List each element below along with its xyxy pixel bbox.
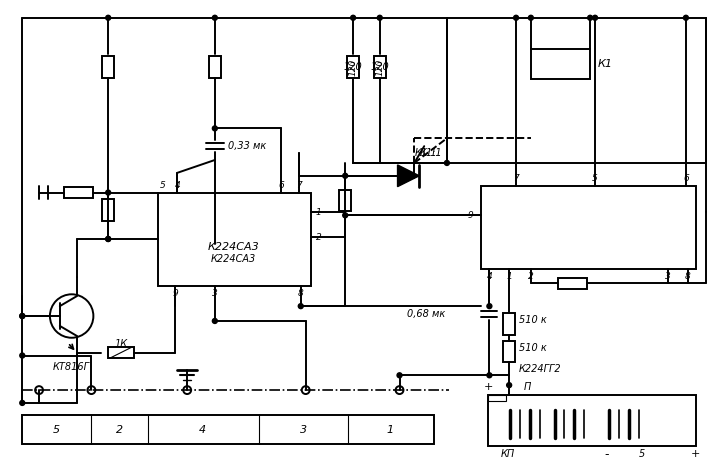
Circle shape: [35, 386, 43, 394]
Text: 510 к: 510 к: [519, 315, 547, 325]
Bar: [531, 49, 590, 79]
Text: 120: 120: [348, 59, 358, 76]
Text: 1: 1: [386, 425, 393, 435]
Text: 120: 120: [343, 62, 362, 72]
Circle shape: [20, 313, 25, 319]
Circle shape: [87, 386, 95, 394]
Circle shape: [445, 160, 450, 165]
Circle shape: [513, 15, 518, 20]
Text: К224СА3: К224СА3: [208, 242, 260, 252]
Circle shape: [395, 386, 403, 394]
Text: +: +: [484, 382, 493, 392]
Circle shape: [683, 15, 688, 20]
Circle shape: [377, 15, 382, 20]
Text: 4: 4: [174, 181, 180, 189]
Bar: [339, 189, 351, 211]
Text: -: -: [604, 448, 609, 461]
Bar: [102, 56, 114, 78]
Circle shape: [351, 15, 356, 20]
Text: 9: 9: [468, 211, 474, 220]
Text: П: П: [524, 382, 531, 392]
Bar: [489, 395, 696, 446]
Text: 4: 4: [198, 425, 205, 435]
Text: 7: 7: [513, 174, 519, 183]
Text: К1: К1: [598, 59, 613, 69]
Text: 3: 3: [212, 290, 218, 298]
Circle shape: [20, 313, 25, 319]
Bar: [22, 415, 434, 444]
Circle shape: [507, 383, 512, 388]
Polygon shape: [398, 165, 419, 187]
Bar: [374, 56, 385, 78]
Text: 2: 2: [315, 232, 321, 242]
Circle shape: [529, 15, 534, 20]
Text: 0,33 мк: 0,33 мк: [228, 141, 266, 151]
Text: КП: КП: [501, 449, 515, 459]
Text: 5: 5: [160, 181, 166, 189]
Bar: [503, 341, 515, 362]
Text: 5: 5: [592, 174, 598, 183]
Text: 1К: 1К: [114, 339, 127, 349]
Text: 0,68 мк: 0,68 мк: [407, 309, 445, 319]
Bar: [482, 186, 696, 269]
Circle shape: [299, 304, 303, 308]
Circle shape: [183, 386, 191, 394]
Text: 3: 3: [300, 425, 307, 435]
Text: К1:1: К1:1: [414, 148, 437, 158]
Text: 8: 8: [298, 290, 304, 298]
Bar: [158, 193, 311, 286]
Circle shape: [106, 236, 111, 242]
Text: К224ГГ2: К224ГГ2: [519, 364, 562, 374]
Circle shape: [487, 373, 492, 378]
Text: КТ816Г: КТ816Г: [54, 362, 90, 372]
Bar: [209, 56, 221, 78]
Text: 5: 5: [638, 449, 645, 459]
Text: 6: 6: [683, 174, 689, 183]
Text: 7: 7: [296, 181, 301, 189]
Circle shape: [588, 15, 593, 20]
Circle shape: [487, 304, 492, 308]
Text: 6: 6: [278, 181, 284, 189]
Text: 120: 120: [375, 59, 384, 76]
Text: 120: 120: [370, 62, 389, 72]
Circle shape: [20, 353, 25, 358]
Bar: [489, 395, 506, 401]
Circle shape: [106, 190, 111, 195]
Text: 2: 2: [116, 425, 123, 435]
Bar: [557, 278, 587, 289]
Text: +: +: [691, 449, 701, 459]
Circle shape: [213, 319, 218, 324]
Circle shape: [213, 126, 218, 131]
Bar: [503, 313, 515, 335]
Circle shape: [213, 15, 218, 20]
Text: 4: 4: [487, 272, 492, 281]
Circle shape: [397, 373, 402, 378]
Circle shape: [343, 173, 348, 178]
Text: 5: 5: [54, 425, 61, 435]
Text: К1:1: К1:1: [419, 148, 442, 158]
Circle shape: [593, 15, 597, 20]
Bar: [108, 347, 134, 358]
Text: 510 к: 510 к: [519, 343, 547, 353]
Text: 1: 1: [506, 272, 512, 281]
Text: 8: 8: [685, 272, 690, 281]
Bar: [347, 56, 359, 78]
Circle shape: [106, 15, 111, 20]
Circle shape: [20, 401, 25, 405]
Text: 1: 1: [315, 208, 321, 217]
Text: 3: 3: [665, 272, 671, 281]
Circle shape: [343, 213, 348, 218]
Bar: [64, 187, 93, 198]
Circle shape: [301, 386, 309, 394]
Text: 2: 2: [528, 272, 534, 281]
Text: 9: 9: [173, 290, 178, 298]
Bar: [102, 200, 114, 221]
Circle shape: [106, 236, 111, 242]
Text: К224СА3: К224СА3: [211, 254, 256, 264]
